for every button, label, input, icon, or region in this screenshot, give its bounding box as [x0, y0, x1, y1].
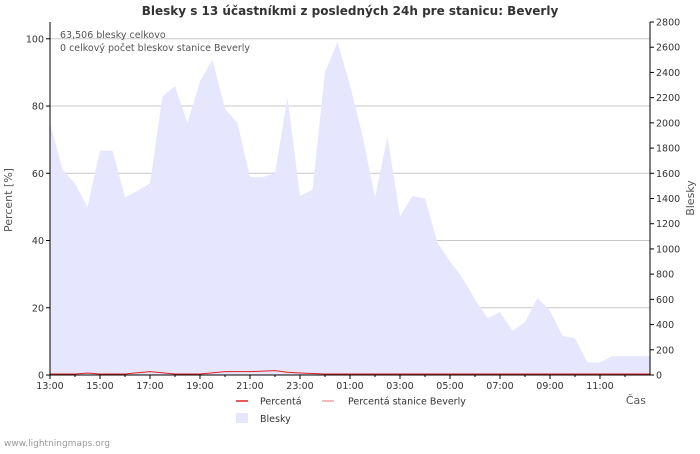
x-tick-label: 15:00	[86, 381, 113, 392]
left-axis-ticks: 0 20 40 60 80 100	[26, 34, 50, 382]
legend-swatch-blesky	[236, 413, 248, 423]
legend-item-station: Percentá stanice Beverly	[322, 397, 466, 408]
legend-label-percenta: Percentá	[260, 397, 302, 408]
series-line-percenta	[50, 370, 650, 375]
right-axis-ticks: 0 200 400 600 800 1000 1200 1400 1600 1800 2000 220…	[650, 18, 680, 382]
legend-label-blesky: Blesky	[260, 414, 291, 425]
x-tick-label: 17:00	[136, 381, 163, 392]
legend-item-percenta: Percentá	[236, 397, 302, 408]
x-tick-label: 11:00	[586, 381, 613, 392]
x-tick-label: 05:00	[436, 381, 463, 392]
x-tick-label: 19:00	[186, 381, 213, 392]
legend-label-station: Percentá stanice Beverly	[348, 397, 466, 408]
right-tick-label: 1000	[656, 244, 680, 255]
chart-title: Blesky s 13 účastníkmi z posledných 24h …	[142, 4, 559, 18]
x-tick-label: 07:00	[486, 381, 513, 392]
left-tick-label: 100	[26, 34, 44, 45]
left-tick-label: 40	[32, 236, 44, 247]
right-tick-label: 200	[656, 345, 674, 356]
right-tick-label: 2400	[656, 68, 680, 79]
left-tick-label: 20	[32, 303, 44, 314]
y-axis-right-label: Blesky	[684, 180, 697, 216]
x-axis-label: Čas	[626, 394, 646, 407]
right-tick-label: 2600	[656, 43, 680, 54]
x-tick-label: 21:00	[236, 381, 263, 392]
right-tick-label: 800	[656, 270, 674, 281]
right-tick-label: 2000	[656, 118, 680, 129]
left-tick-label: 80	[32, 102, 44, 113]
right-tick-label: 0	[656, 371, 662, 382]
right-tick-label: 600	[656, 295, 674, 306]
x-tick-label: 23:00	[286, 381, 313, 392]
area-layer	[50, 42, 650, 375]
x-axis-ticks: 13:00 15:00 17:00 19:00 21:00 23:00 01:00 03:00…	[36, 375, 626, 392]
right-tick-label: 1600	[656, 169, 680, 180]
right-tick-label: 1200	[656, 219, 680, 230]
x-tick-label: 13:00	[36, 381, 63, 392]
x-tick-label: 09:00	[536, 381, 563, 392]
right-tick-label: 1400	[656, 194, 680, 205]
x-tick-label: 03:00	[386, 381, 413, 392]
annotation-station: 0 celkový počet bleskov stanice Beverly	[60, 43, 250, 54]
right-tick-label: 400	[656, 320, 674, 331]
source-credit: www.lightningmaps.org	[4, 439, 110, 449]
right-tick-label: 2200	[656, 93, 680, 104]
left-tick-label: 60	[32, 169, 44, 180]
y-axis-left-label: Percent [%]	[2, 168, 15, 232]
legend-item-blesky: Blesky	[236, 413, 291, 425]
series-area-blesky	[50, 42, 650, 375]
right-tick-label: 1800	[656, 144, 680, 155]
annotation-total: 63,506 blesky celkovo	[60, 30, 166, 41]
legend: Percentá Percentá stanice Beverly Blesky	[236, 397, 466, 425]
right-tick-label: 2800	[656, 18, 680, 29]
left-tick-label: 0	[38, 371, 44, 382]
x-tick-label: 01:00	[336, 381, 363, 392]
